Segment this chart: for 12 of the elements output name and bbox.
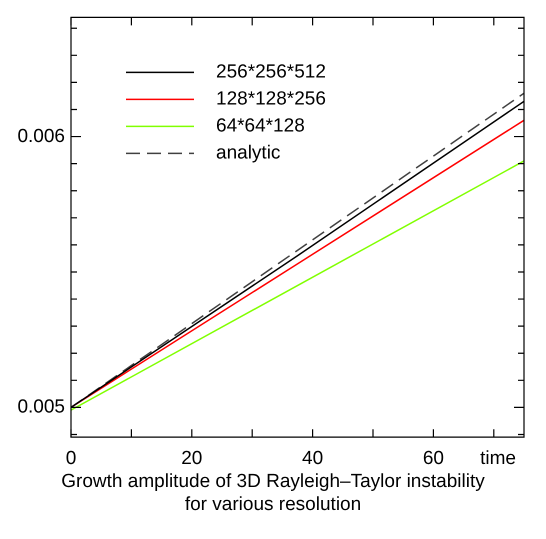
y-tick-label: 0.005 [17,396,65,418]
x-axis-title: time [480,448,516,469]
legend-label: 256*256*512 [216,62,326,83]
legend-label: 128*128*256 [216,88,326,110]
x-tick-label: 0 [66,448,76,469]
legend-label: 64*64*128 [216,116,305,137]
y-tick-label: 0.006 [17,126,65,147]
x-tick-label: 60 [422,448,444,469]
x-tick-label: 20 [181,448,202,469]
x-tick-label: 40 [302,448,324,469]
text: Growth amplitude of 3D Rayleigh–Taylor instability for various resolution [60,470,486,516]
legend-label: analytic [216,142,280,164]
